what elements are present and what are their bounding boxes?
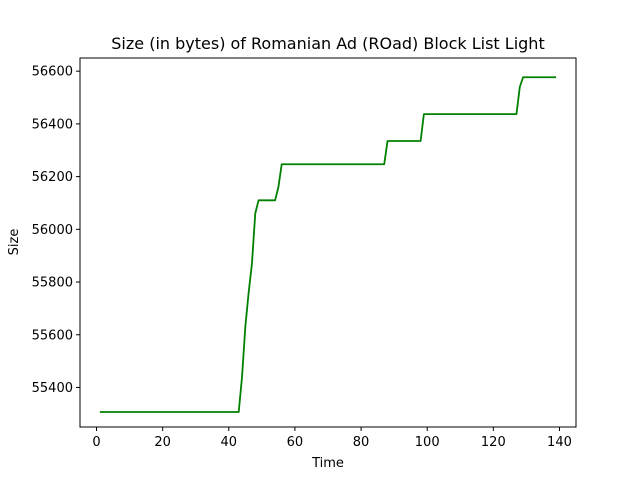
y-tick-label: 55800 <box>32 276 73 291</box>
x-tick-label: 0 <box>92 435 100 450</box>
x-axis-ticks: 0 20 40 60 80 100 120 140 <box>92 427 572 450</box>
series-line <box>99 76 557 413</box>
y-tick-label: 55600 <box>32 328 73 343</box>
y-tick-label: 56200 <box>32 170 73 185</box>
x-tick-label: 40 <box>221 435 238 450</box>
x-axis-label: Time <box>311 456 344 471</box>
x-tick-label: 120 <box>481 435 506 450</box>
plot-frame <box>79 57 577 428</box>
x-tick-label: 140 <box>547 435 572 450</box>
y-tick-label: 56600 <box>32 65 73 80</box>
y-axis-ticks: 55400 55600 55800 56000 56200 56400 56600 <box>32 65 80 396</box>
chart-title: Size (in bytes) of Romanian Ad (ROad) Bl… <box>111 34 544 53</box>
plot-area <box>99 76 557 413</box>
x-tick-label: 20 <box>154 435 171 450</box>
x-tick-label: 60 <box>287 435 304 450</box>
y-tick-label: 56000 <box>32 223 73 238</box>
x-tick-label: 80 <box>353 435 370 450</box>
x-tick-label: 100 <box>415 435 440 450</box>
y-tick-label: 55400 <box>32 381 73 396</box>
y-axis-label: Size <box>7 229 22 256</box>
y-tick-label: 56400 <box>32 117 73 132</box>
